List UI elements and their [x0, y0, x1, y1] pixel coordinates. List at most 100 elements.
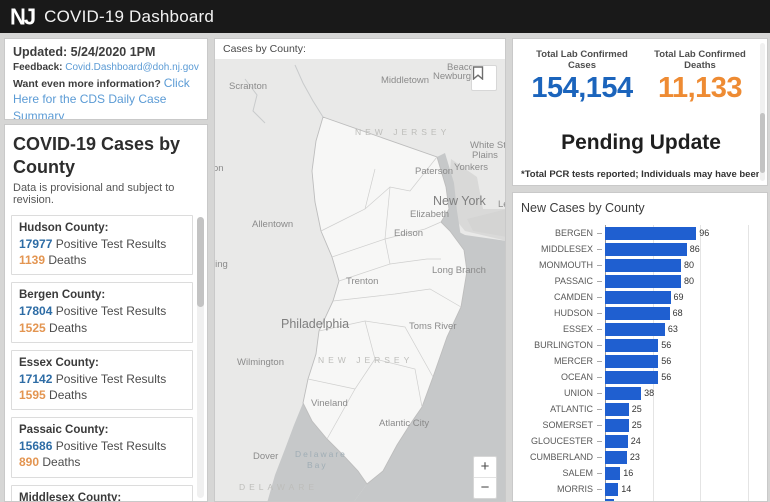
chart-value-label: 63	[667, 323, 678, 334]
chart-value-label: 25	[631, 419, 642, 430]
scrollbar-thumb[interactable]	[760, 113, 765, 173]
axis-tick	[597, 472, 602, 474]
chart-category-label: CAMDEN	[553, 292, 593, 302]
axis-tick	[597, 248, 602, 250]
chart-row: HUNTERDON 9	[517, 497, 763, 501]
chart-bar-track: 56	[605, 370, 757, 384]
county-card: Passaic County: 15686 Positive Test Resul…	[11, 417, 193, 478]
city-label: Trenton	[346, 276, 379, 287]
chart-bar[interactable]	[605, 322, 665, 336]
chart-value-label: 80	[684, 259, 695, 270]
chart-bar[interactable]	[605, 498, 614, 501]
city-label: Long Branch	[432, 265, 486, 276]
axis-tick	[597, 488, 602, 490]
confirmed-cases-value: 154,154	[531, 72, 633, 104]
bookmark-button[interactable]	[471, 65, 497, 91]
county-name: Middlesex County:	[19, 491, 122, 502]
chart-bar[interactable]	[605, 290, 671, 304]
confirmed-cases-stat: Total Lab Confirmed Cases 154,154	[523, 49, 641, 105]
city-label: Allentown	[252, 219, 294, 230]
top-bar: NJ COVID-19 Dashboard	[0, 0, 770, 33]
city-label: Vineland	[311, 398, 348, 409]
chart-category-label: PASSAIC	[554, 276, 593, 286]
chart-value-label: 86	[689, 243, 700, 254]
chart-title: New Cases by County	[521, 201, 645, 215]
city-label: Yonkers	[454, 162, 488, 173]
chart-bar-track: 56	[605, 338, 757, 352]
city-label: New York	[433, 194, 486, 208]
pending-update-text: Pending Update	[561, 131, 721, 154]
county-card: Bergen County: 17804 Positive Test Result…	[11, 282, 193, 343]
chart-bar-track: 24	[605, 434, 757, 448]
chart-bar[interactable]	[605, 258, 681, 272]
chart-bar[interactable]	[605, 418, 629, 432]
chart-bar-track: 14	[605, 482, 757, 496]
county-name: Passaic County:	[19, 424, 109, 437]
basemap-graphic	[215, 59, 505, 501]
chart-category-label: BURLINGTON	[534, 340, 593, 350]
county-positive-line: 17142 Positive Test Results	[19, 371, 167, 386]
chart-bar[interactable]	[605, 306, 670, 320]
chart-bar[interactable]	[605, 370, 659, 384]
chart-bar-track: 86	[605, 242, 757, 256]
more-info-line: Want even more information? Click Here f…	[13, 75, 199, 120]
axis-tick	[597, 392, 602, 394]
feedback-email-link[interactable]: Covid.Dashboard@doh.nj.gov	[65, 62, 199, 73]
county-deaths-line: 1525 Deaths	[19, 320, 88, 335]
chart-bar-track: 63	[605, 322, 757, 336]
stats-scrollbar[interactable]	[760, 43, 765, 181]
county-positive-line: 17804 Positive Test Results	[19, 304, 167, 319]
chart-bar[interactable]	[605, 466, 621, 480]
axis-tick	[597, 296, 602, 298]
city-label: Wilmington	[237, 357, 284, 368]
county-name: Hudson County:	[19, 222, 109, 234]
chart-value-label: 56	[661, 355, 672, 366]
chart-bar-track: 38	[605, 386, 757, 400]
confirmed-cases-label: Total Lab Confirmed Cases	[536, 49, 628, 71]
chart-bar[interactable]	[605, 402, 629, 416]
city-label: on	[215, 163, 224, 174]
chart-bar[interactable]	[605, 338, 659, 352]
axis-tick	[597, 280, 602, 282]
cases-by-county-panel: COVID-19 Cases by County Data is provisi…	[4, 124, 208, 502]
city-label: Scranton	[229, 81, 268, 92]
chart-bar-track: 80	[605, 258, 757, 272]
chart-row: HUDSON 68	[517, 305, 763, 321]
county-list-scrollbar[interactable]	[197, 217, 204, 498]
chart-bar[interactable]	[605, 226, 697, 240]
chart-bar[interactable]	[605, 242, 687, 256]
chart-value-label: 56	[661, 339, 672, 350]
county-deaths-line: 890 Deaths	[19, 455, 81, 470]
chart-bar[interactable]	[605, 450, 627, 464]
axis-tick	[597, 360, 602, 362]
chart-gridline	[747, 225, 749, 501]
chart-row: MERCER 56	[517, 353, 763, 369]
confirmed-deaths-value: 11,133	[657, 72, 743, 104]
water-label: Bay	[307, 460, 328, 470]
chart-category-label: BERGEN	[554, 228, 593, 238]
scrollbar-thumb[interactable]	[197, 217, 204, 307]
chart-bar[interactable]	[605, 434, 628, 448]
chart-category-label: MERCER	[553, 356, 593, 366]
state-label: NEW JERSEY	[318, 355, 414, 365]
axis-tick	[597, 232, 602, 234]
chart-row: ATLANTIC 25	[517, 401, 763, 417]
chart-bar[interactable]	[605, 482, 619, 496]
chart-category-label: SALEM	[562, 468, 593, 478]
axis-tick	[597, 456, 602, 458]
chart-row: PASSAIC 80	[517, 273, 763, 289]
chart-bar[interactable]	[605, 354, 659, 368]
county-list: Hudson County: 17977 Positive Test Result…	[11, 215, 193, 501]
state-label: DELAWARE	[239, 482, 319, 492]
chart-category-label: OCEAN	[560, 372, 593, 382]
chart-bar[interactable]	[605, 386, 642, 400]
cds-summary-link[interactable]: Click Here for the CDS Daily Case Summar…	[13, 75, 190, 120]
cases-panel-subtitle: Data is provisional and subject to revis…	[13, 182, 175, 206]
city-label: Elizabeth	[410, 209, 450, 220]
chart-row: UNION 38	[517, 385, 763, 401]
zoom-in-button[interactable]: +	[480, 458, 490, 475]
chart-area: BERGEN 96 MIDDLESEX 86 MONMOUTH 80 PASSAIC 80 CA…	[517, 225, 763, 501]
zoom-out-button[interactable]: −	[474, 477, 496, 498]
chart-bar[interactable]	[605, 274, 681, 288]
